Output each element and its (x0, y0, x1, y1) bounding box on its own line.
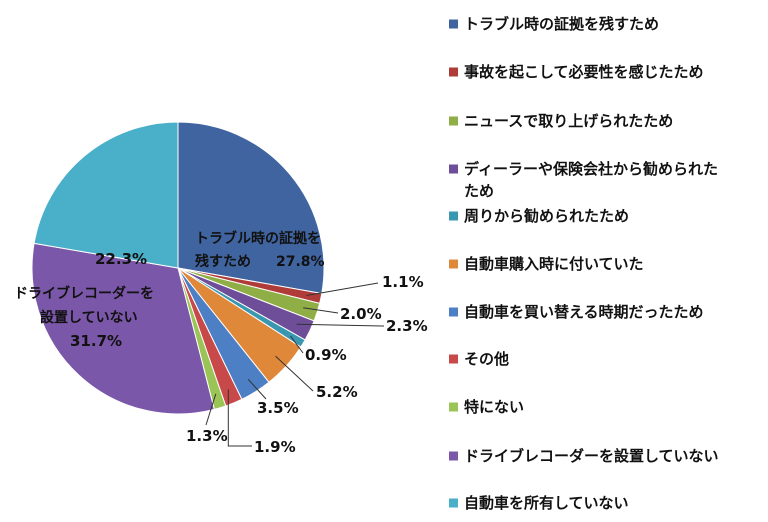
data-label-replace: 3.5% (257, 399, 299, 417)
legend-label-6: 自動車を買い替える時期だったため (464, 303, 704, 321)
leader-line-7 (227, 389, 252, 447)
leader-lines (205, 282, 385, 447)
legend-swatch-6 (449, 307, 458, 317)
legend-label-5: 自動車購入時に付いていた (464, 255, 644, 273)
data-label-news: 2.0% (340, 305, 382, 323)
data-labels: トラブル時の証拠を 残すため 27.8% 1.1% 2.0% 2.3% 0.9%… (14, 230, 428, 456)
pie-slice-0 (177, 121, 325, 295)
data-label-surroundings: 0.9% (305, 346, 347, 364)
legend-label-9: ドライブレコーダーを設置していない (464, 447, 719, 465)
data-label-trouble-line1: トラブル時の証拠を (195, 230, 321, 247)
legend-swatch-5 (449, 259, 458, 269)
data-label-no-recorder-line1: ドライブレコーダーを (14, 285, 154, 302)
data-label-accident: 1.1% (382, 273, 424, 291)
data-label-dealer: 2.3% (386, 317, 428, 335)
legend-label-3-line1: ディーラーや保険会社から勧められた (464, 160, 718, 178)
data-label-trouble-line2: 残すため (195, 253, 251, 270)
legend-label-4: 周りから勧められたため (464, 207, 629, 225)
legend-label-2: ニュースで取り上げられたため (464, 112, 673, 130)
pie-slices (31, 121, 325, 415)
leader-line-4 (290, 335, 304, 354)
data-label-purchase: 5.2% (316, 383, 358, 401)
data-label-other: 1.9% (254, 438, 296, 456)
data-label-no-car: 22.3% (95, 250, 147, 268)
legend-label-0: トラブル時の証拠を残すため (464, 15, 659, 33)
pie-slice-9 (31, 242, 215, 415)
leader-line-2 (303, 307, 339, 314)
pie-slice-10 (33, 121, 179, 269)
legend-swatch-3 (449, 164, 458, 174)
leader-line-8 (205, 393, 217, 426)
leader-line-3 (296, 323, 385, 327)
data-label-no-recorder-line2: 設置していない (40, 309, 138, 326)
legend-swatch-1 (449, 67, 458, 77)
legend-label-8: 特にない (464, 398, 524, 416)
leader-line-6 (247, 378, 267, 400)
leader-line-5 (275, 355, 314, 392)
data-label-no-recorder-value: 31.7% (70, 332, 122, 350)
data-label-trouble-value: 27.8% (276, 254, 325, 270)
legend-swatch-8 (449, 402, 458, 412)
legend-label-3-line2: ため (464, 182, 494, 200)
legend-swatch-9 (449, 451, 458, 461)
legend-swatch-4 (449, 211, 458, 221)
legend-label-10: 自動車を所有していない (464, 494, 629, 512)
legend-swatch-0 (449, 19, 458, 29)
data-label-nothing: 1.3% (186, 427, 228, 445)
legend-swatch-2 (449, 116, 458, 126)
legend: トラブル時の証拠を残すため事故を起こして必要性を感じたためニュースで取り上げられ… (449, 15, 719, 512)
legend-label-7: その他 (464, 350, 509, 368)
legend-swatch-7 (449, 354, 458, 364)
legend-label-1: 事故を起こして必要性を感じたため (464, 63, 704, 81)
leader-line-1 (306, 282, 379, 296)
legend-swatch-10 (449, 498, 458, 508)
